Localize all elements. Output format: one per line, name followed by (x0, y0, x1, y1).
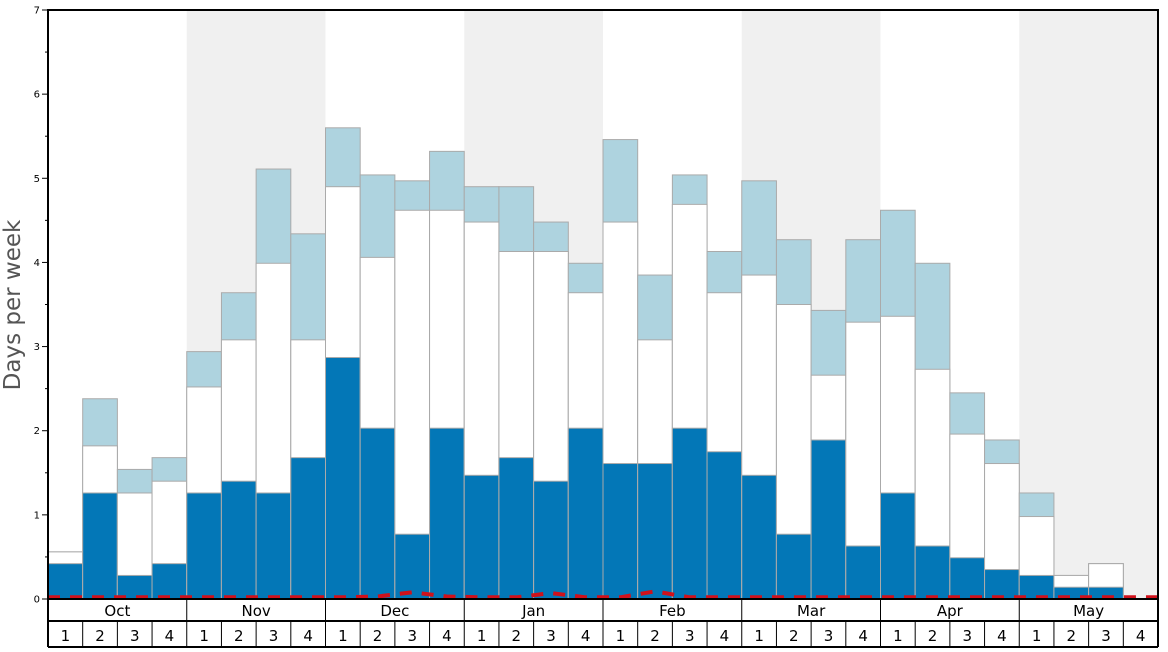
week-label-25: 1 (893, 627, 903, 645)
bar-bottom-23 (810, 439, 847, 600)
week-label-20: 4 (720, 627, 730, 645)
bar-bottom-2 (82, 492, 118, 600)
y-tick-label-2: 2 (34, 426, 40, 437)
month-label-mar: Mar (797, 602, 826, 620)
bar-bottom-15 (533, 480, 569, 600)
bar-bottom-20 (706, 451, 743, 600)
week-label-8: 4 (303, 627, 313, 645)
week-label-13: 1 (477, 627, 487, 645)
week-label-17: 1 (616, 627, 626, 645)
y-axis-label: Days per week (0, 219, 26, 390)
bar-bottom-8 (290, 457, 326, 600)
week-label-18: 2 (650, 627, 660, 645)
week-label-4: 4 (165, 627, 175, 645)
week-label-5: 1 (199, 627, 209, 645)
bar-bottom-7 (255, 492, 292, 600)
y-tick-label-3: 3 (34, 342, 40, 353)
bars (47, 127, 1124, 600)
week-label-27: 3 (962, 627, 972, 645)
bar-bottom-10 (359, 427, 396, 600)
week-label-26: 2 (928, 627, 938, 645)
week-label-2: 2 (95, 627, 105, 645)
x-axis: Oct Nov Dec Jan Feb Mar Apr May 1 2 3 4 1 2 3 4 1 2 3 4 1 2 3 4… (47, 599, 1159, 648)
bar-bottom-5 (186, 492, 222, 600)
bar-bottom-6 (220, 480, 257, 600)
dashed-line-series (48, 589, 1158, 600)
bar-bottom-25 (880, 492, 916, 600)
month-label-may: May (1073, 602, 1104, 620)
week-label-29: 1 (1032, 627, 1042, 645)
bar-bottom-9 (325, 357, 361, 600)
y-tick-label-7: 7 (34, 6, 40, 17)
week-label-19: 3 (685, 627, 695, 645)
plot-frame (47, 9, 1159, 600)
bar-bottom-19 (671, 427, 708, 600)
y-tick-label-6: 6 (34, 90, 40, 101)
dashed-line (48, 589, 1158, 600)
y-tick-label-4: 4 (34, 258, 40, 269)
y-tick-label-0: 0 (34, 595, 40, 606)
y-tick-label-5: 5 (34, 174, 40, 185)
month-label-feb: Feb (659, 602, 686, 620)
week-label-30: 2 (1067, 627, 1077, 645)
month-label-apr: Apr (937, 602, 964, 620)
bar-bottom-26 (914, 545, 951, 600)
week-label-24: 4 (858, 627, 868, 645)
bar-bottom-24 (845, 545, 881, 600)
month-label-nov: Nov (241, 602, 270, 620)
month-label-jan: Jan (521, 602, 545, 620)
bar-bottom-13 (463, 474, 500, 600)
week-label-6: 2 (234, 627, 244, 645)
month-label-oct: Oct (104, 602, 130, 620)
bar-bottom-17 (602, 463, 639, 600)
y-axis: 0 1 2 3 4 5 6 7 (34, 6, 48, 606)
bar-bottom-16 (567, 427, 604, 600)
bar-bottom-1 (47, 563, 84, 600)
bar-bottom-21 (741, 474, 777, 600)
bar-bottom-18 (637, 463, 673, 600)
week-label-31: 3 (1101, 627, 1111, 645)
week-label-22: 2 (789, 627, 799, 645)
week-label-21: 1 (754, 627, 764, 645)
bar-bottom-27 (949, 557, 986, 600)
week-label-23: 3 (824, 627, 834, 645)
week-label-9: 1 (338, 627, 348, 645)
month-label-dec: Dec (380, 602, 409, 620)
week-label-32: 4 (1136, 627, 1146, 645)
week-label-3: 3 (130, 627, 140, 645)
bar-bottom-22 (775, 533, 812, 600)
bar-bottom-12 (429, 427, 465, 600)
bar-bottom-4 (151, 563, 188, 600)
bar-bottom-28 (984, 569, 1020, 600)
week-label-16: 4 (581, 627, 591, 645)
week-label-12: 4 (442, 627, 452, 645)
week-label-10: 2 (373, 627, 383, 645)
week-label-7: 3 (269, 627, 279, 645)
y-tick-label-1: 1 (34, 510, 40, 521)
week-label-28: 4 (997, 627, 1007, 645)
bar-bottom-11 (394, 533, 431, 600)
week-label-15: 3 (546, 627, 556, 645)
week-label-14: 2 (512, 627, 522, 645)
week-label-11: 3 (407, 627, 417, 645)
week-label-1: 1 (61, 627, 71, 645)
bar-bottom-14 (498, 457, 535, 600)
